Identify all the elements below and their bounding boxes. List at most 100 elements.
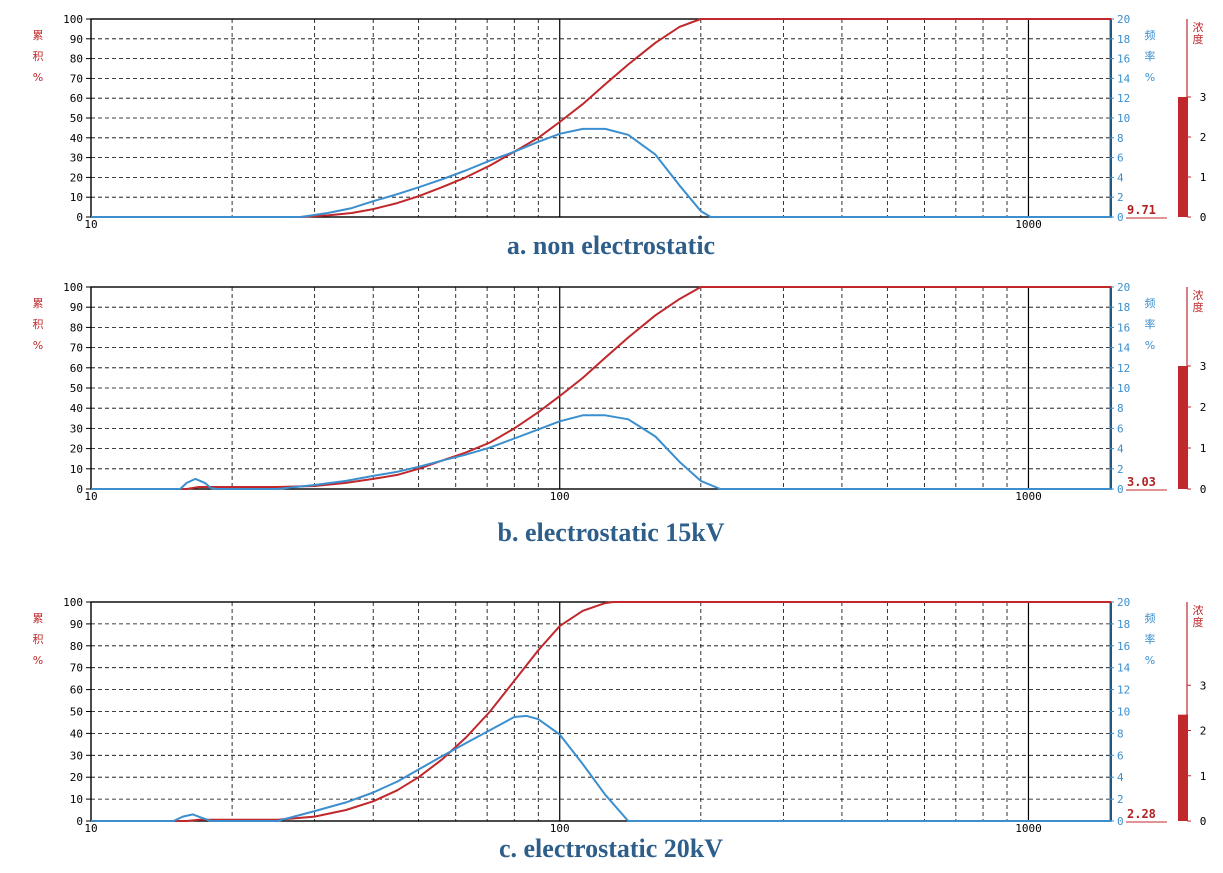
left-tick-label: 20 (70, 171, 83, 184)
right-tick-label: 6 (1117, 152, 1124, 165)
chart-caption: c. electrostatic 20kV (499, 834, 723, 863)
concentration-tick-label: 3 (1200, 360, 1207, 373)
right-tick-label: 4 (1117, 171, 1124, 184)
left-tick-label: 70 (70, 342, 83, 355)
right-tick-label: 12 (1117, 684, 1130, 697)
right-tick-label: 6 (1117, 749, 1124, 762)
grid-lines (91, 602, 1111, 821)
right-tick-label: 18 (1117, 33, 1130, 46)
left-tick-label: 50 (70, 112, 83, 125)
right-axis-label: % (1145, 71, 1155, 84)
left-tick-label: 70 (70, 72, 83, 85)
concentration-tick-label: 3 (1200, 91, 1207, 104)
concentration-axis-label: 浓 (1193, 289, 1204, 302)
right-tick-label: 4 (1117, 443, 1124, 456)
left-tick-label: 100 (63, 13, 83, 26)
right-tick-label: 16 (1117, 640, 1130, 653)
right-tick-label: 8 (1117, 132, 1124, 145)
concentration-tick-label: 3 (1200, 679, 1207, 692)
left-tick-label: 20 (70, 771, 83, 784)
chart-caption: a. non electrostatic (507, 231, 715, 260)
left-tick-label: 90 (70, 33, 83, 46)
concentration-axis-label: 度 (1193, 32, 1204, 46)
right-tick-label: 4 (1117, 771, 1124, 784)
concentration-tick-label: 0 (1200, 815, 1207, 828)
right-tick-label: 8 (1117, 402, 1124, 415)
x-tick-label: 1000 (1015, 490, 1042, 503)
right-tick-label: 10 (1117, 706, 1130, 719)
concentration-tick-label: 2 (1200, 725, 1207, 738)
left-axis-label: 累 (33, 297, 44, 310)
plot-frame (90, 286, 1112, 490)
right-axis-label: 率 (1145, 317, 1156, 331)
concentration-axis-label: 度 (1193, 300, 1204, 314)
right-axis-label: 率 (1145, 632, 1156, 646)
concentration-tick-label: 1 (1200, 171, 1207, 184)
left-tick-label: 40 (70, 727, 83, 740)
grid-lines (91, 287, 1111, 489)
concentration-axis-label: 浓 (1193, 21, 1204, 34)
cumulative-curve (91, 18, 1111, 218)
left-tick-label: 50 (70, 706, 83, 719)
left-tick-label: 100 (63, 596, 83, 609)
left-tick-label: 10 (70, 463, 83, 476)
left-tick-label: 70 (70, 662, 83, 675)
right-tick-label: 16 (1117, 321, 1130, 334)
left-axis-label: % (33, 339, 43, 352)
left-axis-label: 积 (33, 318, 44, 331)
frequency-curve (91, 127, 1111, 218)
left-tick-label: 10 (70, 191, 83, 204)
concentration-axis-label: 度 (1193, 615, 1204, 629)
left-axis-label: 累 (33, 612, 44, 625)
left-axis-label: 累 (33, 29, 44, 42)
concentration-tick-label: 1 (1200, 442, 1207, 455)
left-tick-label: 80 (70, 321, 83, 334)
right-tick-label: 14 (1117, 342, 1131, 355)
plot-frame (90, 18, 1112, 218)
cumulative-curve (91, 286, 1111, 490)
frequency-curve (91, 714, 1111, 822)
chart-panel-2: 0102030405060708090100024681012141618201… (33, 281, 1207, 547)
x-tick-label: 100 (550, 822, 570, 835)
left-tick-label: 30 (70, 749, 83, 762)
right-tick-label: 18 (1117, 618, 1130, 631)
right-tick-label: 0 (1117, 815, 1124, 828)
right-tick-label: 20 (1117, 281, 1130, 294)
concentration-tick-label: 0 (1200, 483, 1207, 496)
right-tick-label: 6 (1117, 422, 1124, 435)
x-tick-label: 10 (84, 490, 97, 503)
left-tick-label: 40 (70, 132, 83, 145)
right-tick-label: 10 (1117, 382, 1130, 395)
concentration-tick-label: 2 (1200, 401, 1207, 414)
right-tick-label: 14 (1117, 662, 1131, 675)
chart-panel-1: 0102030405060708090100024681012141618201… (33, 13, 1207, 260)
left-axis-label: % (33, 71, 43, 84)
right-tick-label: 2 (1117, 463, 1124, 476)
left-tick-label: 30 (70, 422, 83, 435)
right-axis-label: 频 (1145, 611, 1156, 625)
grid-lines (91, 19, 1111, 217)
left-tick-label: 30 (70, 152, 83, 165)
right-axis-label: % (1145, 339, 1155, 352)
left-tick-label: 60 (70, 362, 83, 375)
left-tick-label: 0 (76, 211, 83, 224)
concentration-value: 3.03 (1127, 475, 1156, 489)
left-axis-label: % (33, 654, 43, 667)
concentration-tick-label: 1 (1200, 770, 1207, 783)
concentration-bar (1178, 97, 1188, 217)
left-tick-label: 10 (70, 793, 83, 806)
right-tick-label: 18 (1117, 301, 1130, 314)
concentration-value: 2.28 (1127, 807, 1156, 821)
x-tick-label: 10 (84, 822, 97, 835)
right-axis-label: 频 (1145, 28, 1156, 42)
left-tick-label: 80 (70, 53, 83, 66)
chart-panel-3: 0102030405060708090100024681012141618201… (33, 596, 1207, 863)
left-tick-label: 0 (76, 815, 83, 828)
right-tick-label: 0 (1117, 211, 1124, 224)
concentration-bar (1178, 366, 1188, 489)
left-tick-label: 20 (70, 443, 83, 456)
x-tick-label: 100 (550, 490, 570, 503)
right-tick-label: 20 (1117, 596, 1130, 609)
concentration-tick-label: 0 (1200, 211, 1207, 224)
left-axis-label: 积 (33, 633, 44, 646)
